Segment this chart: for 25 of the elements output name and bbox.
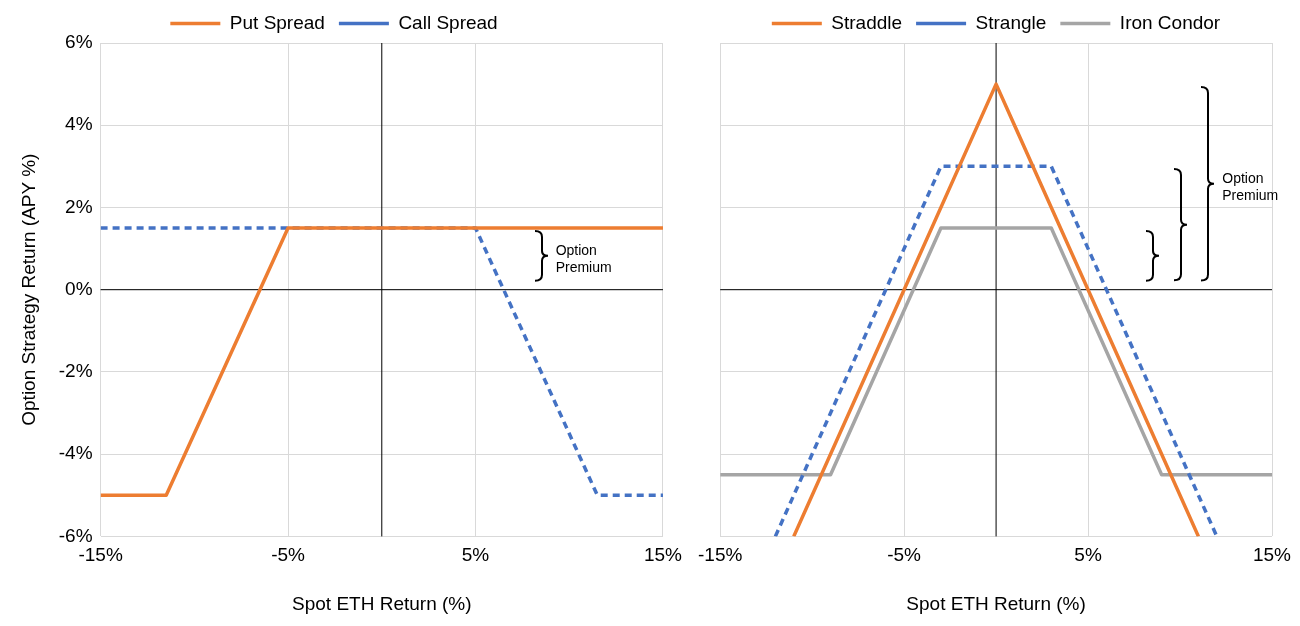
x-axis-title: Spot ETH Return (%) (292, 592, 472, 614)
y-tick-label: 2% (65, 195, 93, 217)
y-tick-label: -6% (58, 524, 93, 546)
legend-label: Call Spread (398, 11, 498, 33)
y-tick-label: 0% (65, 277, 93, 299)
annotation: Option Premium (555, 241, 613, 276)
x-axis-title: Spot ETH Return (%) (906, 592, 1086, 614)
x-tick-label: -5% (887, 544, 922, 566)
y-tick-label: -2% (58, 360, 93, 382)
x-tick-label: 5% (1074, 544, 1102, 566)
x-tick-label: 15% (1252, 544, 1292, 566)
y-axis-title: Option Strategy Return (APY %) (17, 153, 39, 426)
legend-label: Straddle (831, 11, 903, 33)
y-tick-label: 6% (65, 31, 93, 53)
x-tick-label: 15% (643, 544, 683, 566)
y-tick-label: -4% (58, 442, 93, 464)
annotation: Option Premium (1222, 169, 1280, 204)
x-tick-label: -15% (698, 544, 743, 566)
legend-label: Put Spread (229, 11, 325, 33)
legend-label: Iron Condor (1119, 11, 1221, 33)
x-tick-label: -5% (271, 544, 306, 566)
y-tick-label: 4% (65, 113, 93, 135)
x-tick-label: 5% (461, 544, 490, 566)
x-tick-label: -15% (78, 544, 123, 566)
legend-label: Strangle (975, 11, 1047, 33)
